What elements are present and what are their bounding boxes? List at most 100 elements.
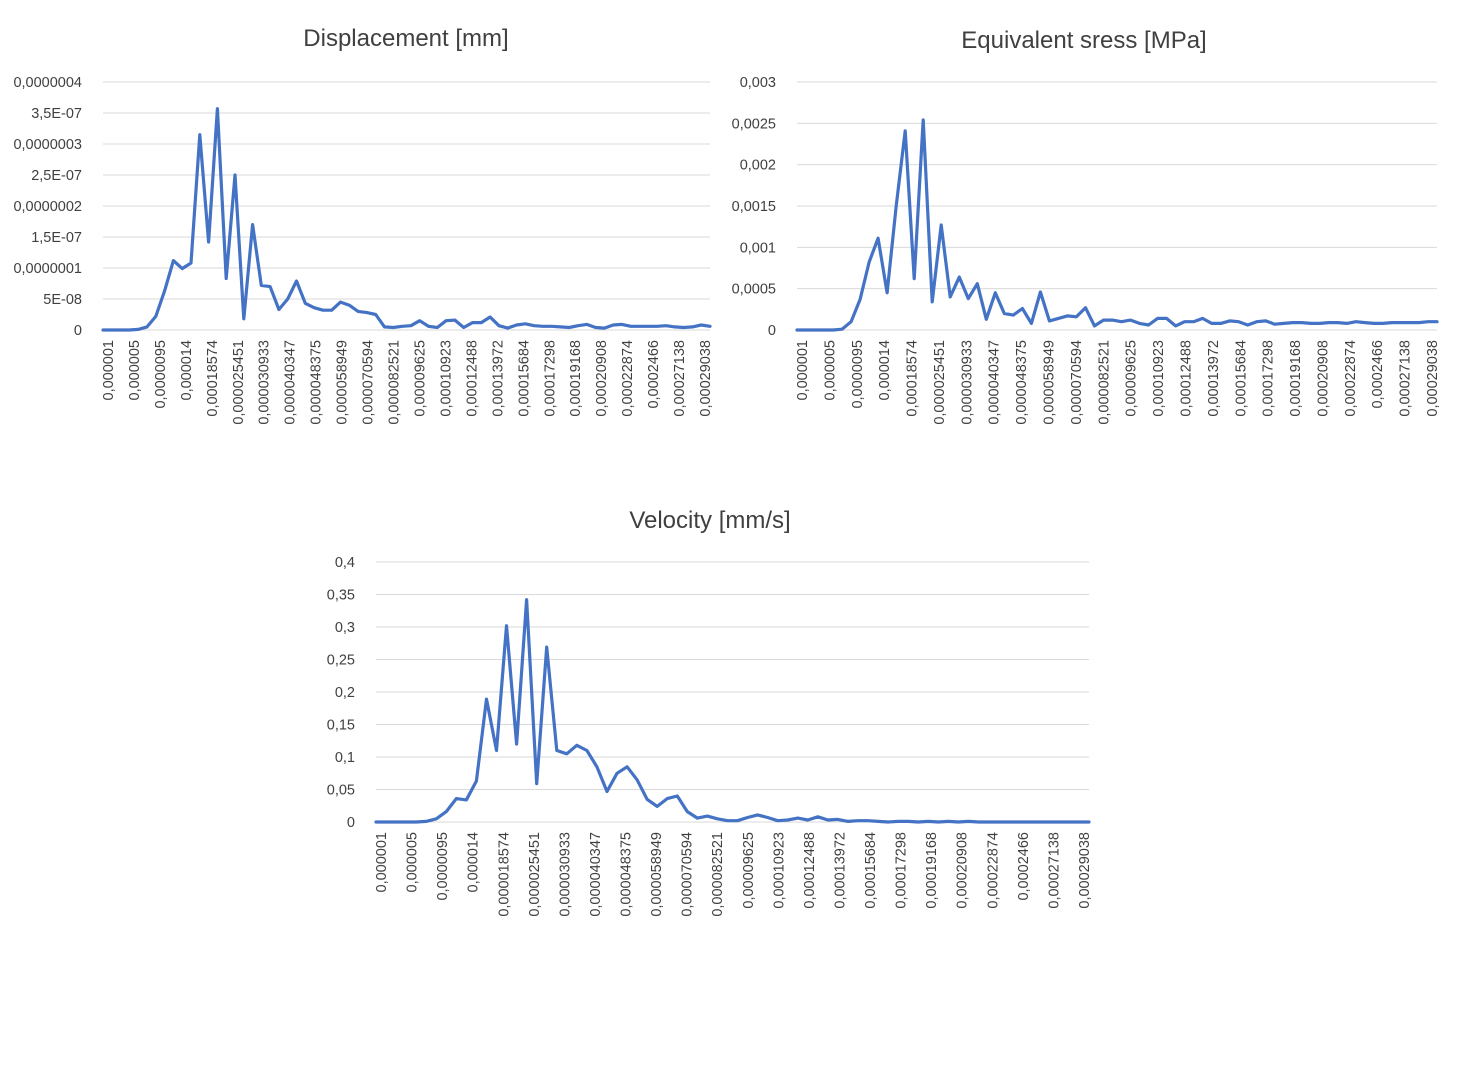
x-tick-label: 0,00018574 xyxy=(905,340,921,417)
x-tick-label: 0,00017298 xyxy=(1261,340,1277,417)
x-tick-label: 0,00015684 xyxy=(1233,340,1249,417)
x-tick-label: 0,0002466 xyxy=(646,340,662,409)
x-tick-label: 0,000058949 xyxy=(1042,340,1058,425)
x-tick-label: 0,00017298 xyxy=(894,832,910,909)
x-tick-label: 0,00022874 xyxy=(985,832,1001,909)
y-tick-label: 0,0000002 xyxy=(13,199,82,215)
x-tick-label: 0,00010923 xyxy=(1151,340,1167,417)
x-tick-label: 0,00010923 xyxy=(771,832,787,909)
x-tick-label: 0,000005 xyxy=(405,832,421,892)
x-tick-label: 0,00009625 xyxy=(412,340,428,417)
x-tick-label: 0,00013972 xyxy=(832,832,848,909)
x-tick-label: 0,000018574 xyxy=(496,832,512,917)
displacement-chart: Displacement [mm] 0 5E-08 0,0000001 1,5E-07… xyxy=(13,25,714,425)
y-tick-label: 0,0005 xyxy=(732,282,776,298)
x-tick-label: 0,000030933 xyxy=(257,340,273,425)
x-tick-label: 0,00029038 xyxy=(698,340,714,417)
x-tick-label: 0,0000095 xyxy=(850,340,866,409)
x-tick-label: 0,000025451 xyxy=(231,340,247,425)
x-tick-label: 0,00027138 xyxy=(672,340,688,417)
x-tick-label: 0,000025451 xyxy=(932,340,948,425)
chart-title: Equivalent sress [MPa] xyxy=(961,27,1206,54)
x-tick-label: 0,000005 xyxy=(127,340,143,400)
x-tick-label: 0,00019168 xyxy=(924,832,940,909)
y-tick-label: 0,15 xyxy=(327,718,355,734)
x-tick-label: 0,000082521 xyxy=(1096,340,1112,425)
x-tick-label: 0,00020908 xyxy=(955,832,971,909)
x-tick-label: 0,000001 xyxy=(795,340,811,400)
x-tick-label: 0,00020908 xyxy=(594,340,610,417)
y-tick-label: 0 xyxy=(768,323,776,339)
x-tick-label: 0,000040347 xyxy=(987,340,1003,425)
series-line xyxy=(374,598,1091,824)
x-tick-label: 0,00027138 xyxy=(1046,832,1062,909)
y-tick-label: 0,35 xyxy=(327,588,355,604)
y-tick-label: 0,003 xyxy=(740,75,776,91)
x-tick-label: 0,00015684 xyxy=(863,832,879,909)
y-tick-label: 0,001 xyxy=(740,240,776,256)
x-tick-label: 0,000040347 xyxy=(283,340,299,425)
x-tick-label: 0,0002466 xyxy=(1370,340,1386,409)
x-tick-label: 0,000048375 xyxy=(1014,340,1030,425)
y-tick-label: 0,4 xyxy=(335,555,355,571)
x-tick-label: 0,000040347 xyxy=(588,832,604,917)
x-tick-label: 0,000048375 xyxy=(309,340,325,425)
series-line xyxy=(101,107,712,332)
x-tick-label: 0,000070594 xyxy=(361,340,377,425)
y-tick-label: 0,0000001 xyxy=(13,261,82,277)
x-tick-label: 0,000005 xyxy=(822,340,838,400)
x-tick-label: 0,00012488 xyxy=(464,340,480,417)
y-tick-label: 2,5E-07 xyxy=(31,168,82,184)
x-tick-label: 0,00012488 xyxy=(802,832,818,909)
x-tick-label: 0,00027138 xyxy=(1398,340,1414,417)
x-tick-label: 0,00010923 xyxy=(438,340,454,417)
x-tick-label: 0,000082521 xyxy=(710,832,726,917)
y-tick-label: 0,3 xyxy=(335,620,355,636)
x-tick-label: 0,000025451 xyxy=(527,832,543,917)
x-tick-label: 0,0002466 xyxy=(1016,832,1032,901)
chart-title: Displacement [mm] xyxy=(303,25,508,52)
x-tick-label: 0,000058949 xyxy=(649,832,665,917)
x-tick-label: 0,00019168 xyxy=(568,340,584,417)
x-tick-label: 0,00019168 xyxy=(1288,340,1304,417)
x-tick-label: 0,000030933 xyxy=(557,832,573,917)
y-tick-label: 0,05 xyxy=(327,783,355,799)
x-tick-label: 0,0000095 xyxy=(153,340,169,409)
x-tick-label: 0,00029038 xyxy=(1077,832,1093,909)
y-tick-label: 0,0000003 xyxy=(13,137,82,153)
x-tick-label: 0,00015684 xyxy=(516,340,532,417)
y-tick-label: 5E-08 xyxy=(43,292,82,308)
x-tick-label: 0,000030933 xyxy=(959,340,975,425)
equivalent-stress-chart: Equivalent sress [MPa] 0 0,0005 0,001 0,001… xyxy=(732,27,1441,425)
x-tick-label: 0,00012488 xyxy=(1178,340,1194,417)
y-tick-label: 0,0025 xyxy=(732,116,776,132)
y-tick-label: 0,002 xyxy=(740,158,776,174)
y-tick-label: 0 xyxy=(347,815,355,831)
y-tick-label: 0,2 xyxy=(335,685,355,701)
y-tick-label: 0 xyxy=(74,323,82,339)
x-tick-label: 0,00029038 xyxy=(1425,340,1441,417)
x-tick-label: 0,00020908 xyxy=(1315,340,1331,417)
x-tick-label: 0,000058949 xyxy=(335,340,351,425)
y-tick-label: 0,0000004 xyxy=(13,75,82,91)
chart-title: Velocity [mm/s] xyxy=(629,507,790,534)
velocity-chart: Velocity [mm/s] 0 0,05 0,1 0,15 0,2 0,25 0,3 0,… xyxy=(327,507,1093,917)
x-tick-label: 0,000014 xyxy=(877,340,893,400)
x-tick-label: 0,000048375 xyxy=(619,832,635,917)
x-tick-label: 0,000001 xyxy=(101,340,117,400)
x-tick-label: 0,00009625 xyxy=(741,832,757,909)
x-tick-label: 0,000001 xyxy=(374,832,390,892)
x-tick-label: 0,000014 xyxy=(179,340,195,400)
y-tick-label: 1,5E-07 xyxy=(31,230,82,246)
x-tick-label: 0,00022874 xyxy=(620,340,636,417)
y-tick-label: 3,5E-07 xyxy=(31,106,82,122)
x-tick-label: 0,00018574 xyxy=(205,340,221,417)
series-line xyxy=(795,118,1439,332)
y-tick-label: 0,1 xyxy=(335,750,355,766)
x-tick-label: 0,00009625 xyxy=(1124,340,1140,417)
x-tick-label: 0,0000095 xyxy=(435,832,451,901)
y-tick-label: 0,25 xyxy=(327,653,355,669)
x-tick-label: 0,000070594 xyxy=(1069,340,1085,425)
y-tick-label: 0,0015 xyxy=(732,199,776,215)
